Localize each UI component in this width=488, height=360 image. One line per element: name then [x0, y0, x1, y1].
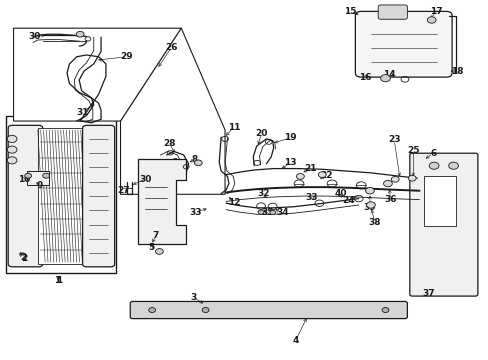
FancyBboxPatch shape — [82, 125, 115, 267]
Text: 35: 35 — [261, 208, 274, 217]
Text: 22: 22 — [319, 171, 332, 180]
Text: 21: 21 — [303, 164, 316, 173]
Circle shape — [296, 174, 304, 179]
Bar — [38, 128, 86, 264]
Circle shape — [427, 17, 435, 23]
Text: 37: 37 — [421, 289, 434, 298]
Text: 9: 9 — [36, 181, 42, 190]
Circle shape — [148, 307, 155, 312]
Text: 17: 17 — [429, 7, 442, 16]
Text: 12: 12 — [227, 198, 240, 207]
Text: 4: 4 — [292, 336, 298, 345]
Circle shape — [448, 162, 458, 169]
Text: 6: 6 — [429, 149, 435, 158]
Text: 23: 23 — [387, 135, 400, 144]
Text: 24: 24 — [342, 196, 355, 205]
Text: 11: 11 — [227, 123, 240, 132]
Circle shape — [7, 135, 17, 143]
FancyBboxPatch shape — [130, 301, 407, 319]
Circle shape — [366, 202, 374, 208]
Circle shape — [42, 173, 49, 178]
Circle shape — [318, 172, 325, 177]
Text: 25: 25 — [407, 146, 419, 155]
FancyBboxPatch shape — [377, 5, 407, 19]
Text: 5: 5 — [148, 243, 154, 252]
FancyBboxPatch shape — [409, 153, 477, 296]
Circle shape — [7, 146, 17, 153]
Text: 2: 2 — [21, 254, 28, 263]
Text: 15: 15 — [344, 7, 356, 16]
Text: 3: 3 — [190, 293, 196, 302]
Text: 26: 26 — [165, 42, 178, 51]
Text: 18: 18 — [450, 67, 463, 76]
Text: 34: 34 — [276, 208, 288, 217]
Circle shape — [155, 249, 163, 254]
Text: 39: 39 — [363, 203, 375, 212]
Bar — [424, 176, 455, 226]
Circle shape — [390, 176, 398, 182]
Text: 1: 1 — [54, 275, 61, 284]
Circle shape — [380, 75, 389, 82]
Circle shape — [383, 180, 391, 187]
Text: 10: 10 — [18, 175, 30, 184]
Text: 27: 27 — [117, 185, 130, 194]
Text: 31: 31 — [77, 108, 89, 117]
FancyBboxPatch shape — [8, 125, 42, 267]
Text: 30: 30 — [28, 32, 41, 41]
Circle shape — [269, 210, 275, 215]
Text: 13: 13 — [284, 158, 296, 167]
Text: 30: 30 — [139, 175, 151, 184]
Text: 8: 8 — [191, 155, 198, 164]
Text: 7: 7 — [153, 231, 159, 240]
Text: 2: 2 — [20, 253, 27, 262]
Circle shape — [407, 175, 415, 181]
Circle shape — [7, 157, 17, 164]
Polygon shape — [137, 158, 186, 244]
Circle shape — [202, 307, 208, 312]
Text: 36: 36 — [384, 195, 396, 204]
Text: 16: 16 — [358, 73, 370, 82]
Text: 32: 32 — [257, 189, 270, 198]
Text: 28: 28 — [163, 139, 175, 148]
Circle shape — [76, 31, 84, 37]
Circle shape — [381, 307, 388, 312]
Text: 38: 38 — [368, 218, 380, 227]
Circle shape — [194, 160, 202, 166]
Text: 20: 20 — [255, 129, 267, 138]
FancyBboxPatch shape — [355, 12, 451, 77]
Text: 1: 1 — [56, 275, 62, 284]
Bar — [27, 171, 48, 185]
Text: 33: 33 — [305, 193, 317, 202]
Circle shape — [365, 188, 373, 194]
Polygon shape — [14, 28, 224, 194]
Text: 33: 33 — [189, 208, 202, 217]
Text: 19: 19 — [284, 133, 296, 142]
Text: 29: 29 — [120, 52, 133, 61]
Circle shape — [25, 173, 31, 178]
Circle shape — [428, 162, 438, 169]
Circle shape — [258, 210, 264, 214]
Text: 40: 40 — [334, 189, 346, 198]
Bar — [6, 116, 116, 273]
Text: 14: 14 — [382, 70, 395, 79]
